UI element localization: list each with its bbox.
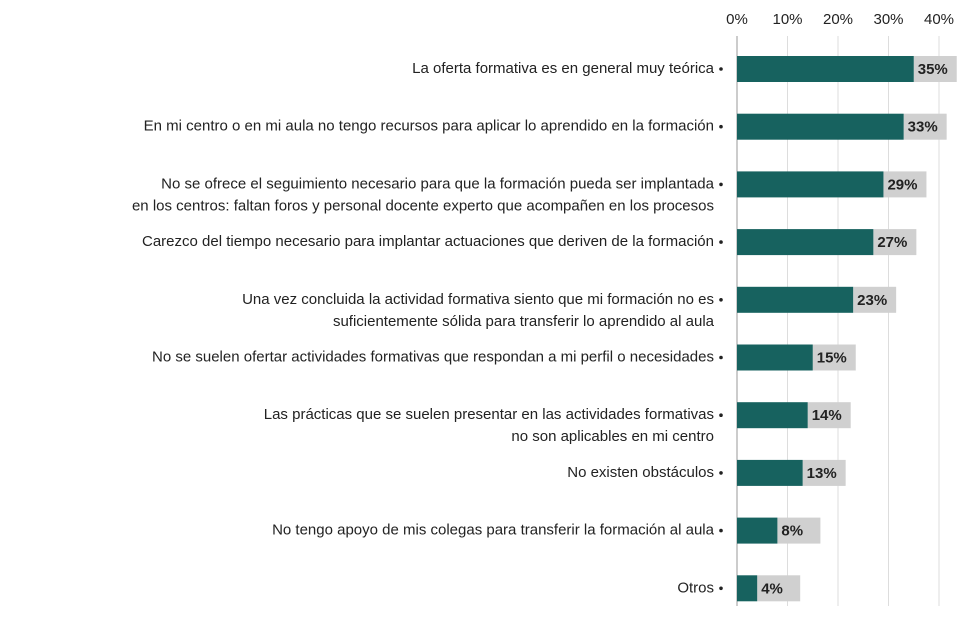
- value-label: 14%: [812, 407, 842, 424]
- bar: [737, 344, 813, 371]
- category-label: No se suelen ofertar actividades formati…: [152, 348, 714, 365]
- label-box: [883, 171, 927, 198]
- bar: [737, 171, 884, 198]
- bar: [737, 459, 803, 486]
- bullet: [719, 182, 723, 187]
- category-label: La oferta formativa es en general muy te…: [412, 60, 714, 77]
- x-tick-label: 10%: [772, 11, 802, 28]
- value-label: 29%: [887, 176, 917, 193]
- category-label: Otros: [677, 579, 714, 596]
- bullet: [719, 528, 723, 533]
- bullet: [719, 471, 723, 475]
- label-box: [873, 229, 917, 256]
- label-box: [903, 113, 947, 140]
- bullet: [719, 586, 723, 591]
- bar: [737, 229, 874, 256]
- label-box: [853, 286, 897, 313]
- value-label: 8%: [781, 523, 803, 540]
- category-label: No existen obstáculos: [567, 464, 714, 481]
- label-box: [777, 517, 821, 544]
- bar: [737, 113, 904, 140]
- bullet: [719, 355, 723, 360]
- category-label: Carezco del tiempo necesario para implan…: [142, 233, 714, 250]
- bullet: [719, 413, 723, 418]
- label-box: [802, 459, 846, 486]
- category-label: No tengo apoyo de mis colegas para trans…: [272, 522, 715, 539]
- x-tick-label: 0%: [726, 11, 748, 28]
- value-label: 33%: [908, 119, 938, 136]
- x-tick-label: 40%: [924, 11, 954, 28]
- x-tick-label: 30%: [873, 11, 903, 28]
- label-box: [757, 575, 801, 602]
- label-box: [913, 56, 957, 82]
- bar: [737, 517, 778, 544]
- bar: [737, 56, 914, 82]
- bullet: [719, 298, 723, 302]
- value-label: 23%: [857, 292, 887, 309]
- bar: [737, 286, 854, 313]
- bullet: [719, 124, 723, 129]
- value-label: 15%: [817, 349, 847, 366]
- x-tick-label: 20%: [823, 11, 853, 28]
- value-label: 27%: [877, 234, 907, 251]
- category-label: En mi centro o en mi aula no tengo recur…: [144, 118, 714, 135]
- value-label: 13%: [807, 465, 837, 482]
- value-label: 4%: [761, 580, 783, 597]
- category-label: No se ofrece el seguimiento necesario pa…: [132, 175, 715, 214]
- bullet: [719, 67, 723, 71]
- label-box: [812, 344, 856, 371]
- category-label: Las prácticas que se suelen presentar en…: [264, 406, 714, 445]
- value-label: 35%: [918, 61, 948, 78]
- label-box: [807, 402, 851, 429]
- bullet: [719, 240, 723, 244]
- category-label: Una vez concluida la actividad formativa…: [242, 291, 715, 330]
- bar: [737, 402, 808, 429]
- bar: [737, 575, 758, 602]
